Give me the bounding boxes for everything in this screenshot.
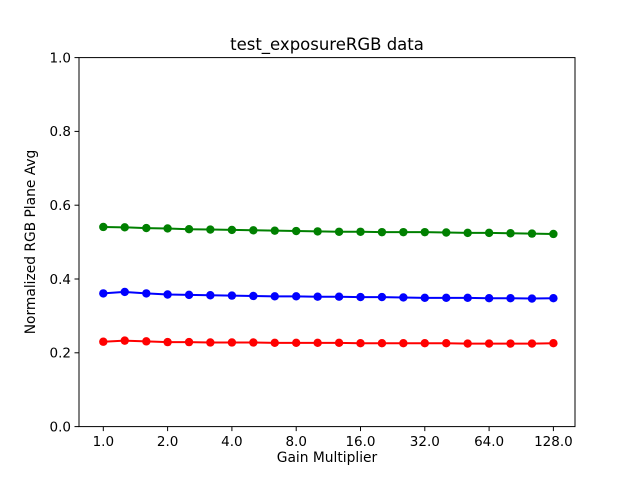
- series-marker-red: [313, 338, 322, 348]
- series-marker-blue: [356, 292, 365, 302]
- series-marker-red: [377, 339, 387, 348]
- x-tick-label: 16.0: [345, 434, 375, 450]
- series-marker-blue: [463, 293, 472, 303]
- series-marker-red: [206, 338, 215, 347]
- series-marker-blue: [249, 291, 258, 301]
- series-marker-red: [142, 337, 151, 346]
- series-marker-red: [399, 339, 408, 348]
- series-marker-green: [163, 224, 172, 233]
- x-tick-label: 8.0: [285, 434, 306, 450]
- series-marker-blue: [292, 292, 301, 301]
- series-marker-blue: [99, 289, 108, 298]
- series-marker-blue: [549, 293, 558, 303]
- y-tick-label: 0.2: [50, 346, 71, 362]
- series-marker-red: [527, 339, 537, 348]
- series-marker-blue: [142, 289, 151, 298]
- series-line-blue: [102, 290, 555, 300]
- series-marker-blue: [399, 293, 408, 302]
- x-tick-label: 128.0: [534, 434, 573, 450]
- series-marker-green: [484, 228, 494, 238]
- series-marker-red: [227, 338, 237, 347]
- series-marker-red: [184, 337, 194, 347]
- series-marker-blue: [377, 292, 387, 302]
- series-marker-red: [463, 339, 472, 348]
- x-tick-label: 4.0: [221, 434, 242, 450]
- y-tick-label: 0.8: [50, 124, 71, 140]
- series-marker-blue: [527, 294, 537, 303]
- series-marker-red: [549, 339, 558, 348]
- series-marker-green: [549, 229, 558, 239]
- series-marker-green: [442, 228, 451, 237]
- series-marker-red: [442, 339, 451, 348]
- series-marker-red: [484, 339, 494, 348]
- x-tick-label: 64.0: [474, 434, 504, 450]
- x-tick-label: 2.0: [157, 434, 178, 450]
- x-axis-label: Gain Multiplier: [276, 450, 378, 466]
- series-marker-red: [356, 339, 365, 348]
- series-marker-blue: [206, 291, 215, 300]
- series-marker-blue: [484, 293, 494, 303]
- series-marker-blue: [163, 290, 172, 299]
- series-marker-green: [506, 229, 515, 238]
- series-marker-green: [227, 225, 237, 235]
- series-marker-green: [527, 229, 537, 238]
- y-tick-label: 0.4: [50, 272, 71, 288]
- series-marker-green: [249, 226, 258, 235]
- y-tick-label: 0.0: [50, 419, 71, 435]
- series-marker-green: [270, 226, 279, 235]
- series-marker-red: [120, 336, 129, 345]
- series-marker-red: [270, 338, 279, 348]
- series-marker-red: [420, 339, 429, 348]
- series-marker-blue: [420, 293, 429, 303]
- series-marker-green: [356, 227, 365, 236]
- series-marker-blue: [334, 292, 344, 301]
- chart-title: test_exposureRGB data: [230, 35, 424, 54]
- series-marker-red: [249, 338, 258, 347]
- series-marker-blue: [184, 290, 194, 300]
- series-marker-green: [399, 227, 408, 237]
- series-marker-blue: [313, 292, 322, 301]
- x-tick-label: 1.0: [93, 434, 114, 450]
- series-marker-green: [313, 227, 322, 236]
- series-marker-green: [377, 227, 387, 237]
- series-marker-blue: [442, 293, 451, 303]
- series-marker-green: [334, 227, 344, 236]
- series-marker-green: [420, 227, 429, 237]
- series-marker-red: [163, 337, 172, 347]
- series-marker-blue: [270, 292, 279, 301]
- plot-area: [78, 57, 576, 428]
- series-marker-blue: [506, 293, 515, 303]
- series-marker-green: [292, 226, 301, 236]
- series-marker-red: [292, 338, 301, 348]
- series-marker-green: [142, 223, 151, 233]
- series-marker-blue: [120, 287, 129, 297]
- y-tick-label: 1.0: [50, 50, 71, 66]
- series-marker-red: [334, 338, 344, 348]
- series-marker-red: [99, 337, 108, 346]
- series-marker-green: [99, 222, 108, 232]
- series-marker-red: [506, 339, 515, 348]
- series-marker-green: [184, 224, 194, 234]
- series-marker-green: [463, 228, 472, 238]
- series-line-red: [102, 339, 555, 345]
- y-tick-label: 0.6: [50, 198, 71, 214]
- series-marker-blue: [227, 291, 237, 300]
- series-marker-green: [206, 225, 215, 234]
- series-marker-green: [120, 223, 129, 232]
- series-line-green: [102, 225, 555, 235]
- x-tick-label: 32.0: [410, 434, 440, 450]
